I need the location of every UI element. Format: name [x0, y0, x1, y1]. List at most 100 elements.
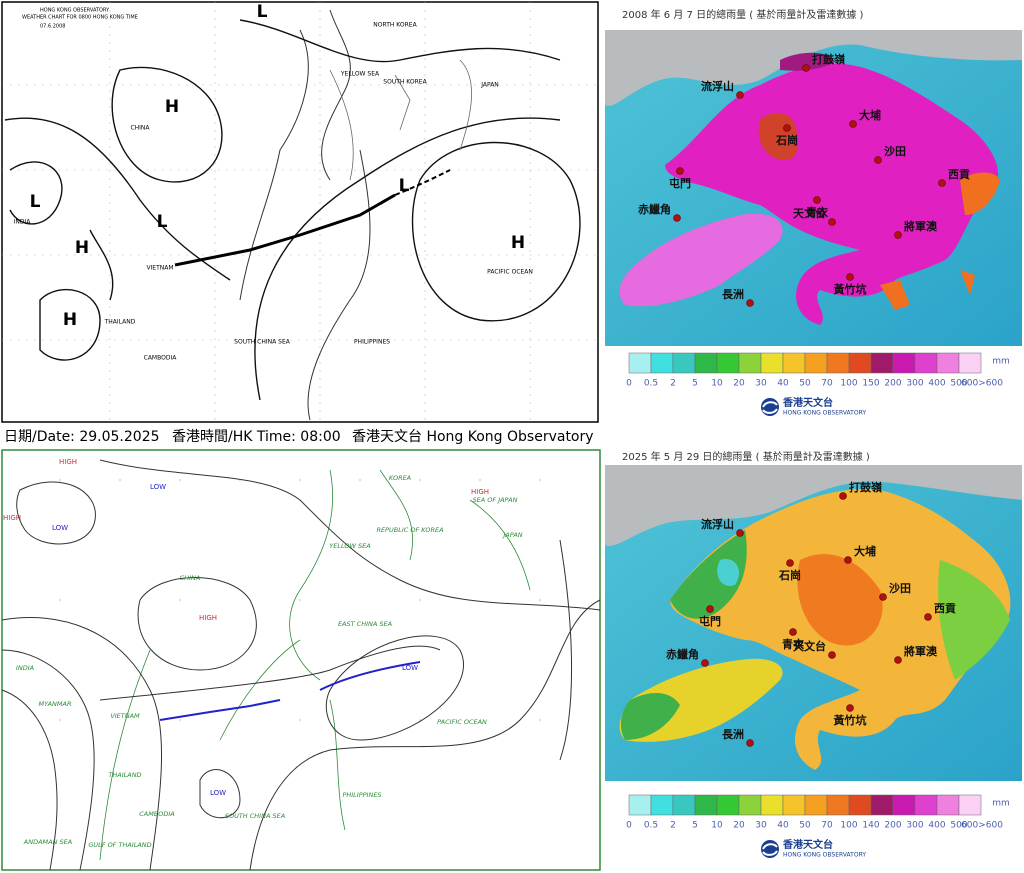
logo-swirl — [762, 401, 778, 414]
legend-label: 2 — [670, 379, 676, 389]
legend-label: 30 — [755, 821, 767, 831]
region-label: VIETNAM — [146, 265, 173, 272]
place-label: 長洲 — [722, 288, 744, 301]
legend-unit: mm — [992, 357, 1010, 367]
legend-swatch — [892, 352, 916, 374]
legend-swatch — [958, 352, 982, 374]
region-label: SEA OF JAPAN — [473, 496, 518, 504]
place-label: 沙田 — [884, 145, 906, 158]
legend-label: 300 — [906, 379, 923, 389]
legend-label: 5 — [692, 379, 698, 389]
place-label: 長洲 — [722, 728, 744, 741]
pressure-label: H — [63, 310, 77, 330]
logo-swirl — [762, 843, 778, 856]
high-label: HIGH — [199, 614, 217, 622]
legend-swatch — [826, 794, 850, 816]
place-dot — [746, 299, 754, 307]
legend-label: 70 — [821, 379, 833, 389]
chart-subheader: WEATHER CHART FOR 0800 HONG KONG TIME — [22, 15, 138, 21]
region-label: NORTH KOREA — [373, 22, 417, 29]
legend-label: 0 — [626, 379, 632, 389]
legend-swatch — [738, 352, 762, 374]
legend-label: 0 — [626, 821, 632, 831]
region-label: SOUTH KOREA — [383, 79, 427, 86]
legend-swatch — [826, 352, 850, 374]
legend-label: 10 — [711, 379, 723, 389]
legend-label: 600>600 — [961, 821, 1003, 831]
high-label: HIGH — [59, 458, 77, 466]
place-label: 將軍澳 — [904, 219, 938, 233]
legend-swatch — [760, 352, 784, 374]
legend-swatch — [628, 352, 652, 374]
region-label: YELLOW SEA — [340, 71, 380, 78]
place-dot — [849, 120, 857, 128]
region-label: YELLOW SEA — [329, 542, 370, 550]
legend-label: 600>600 — [961, 379, 1003, 389]
place-label: 大埔 — [854, 544, 876, 558]
region-label: SOUTH CHINA SEA — [234, 339, 291, 346]
place-label: 打鼓嶺 — [812, 52, 845, 66]
legend-swatch — [892, 794, 916, 816]
place-label: 青衣 — [806, 205, 829, 219]
place-label: 天文台 — [793, 206, 826, 220]
region-label: GULF OF THAILAND — [88, 841, 151, 849]
place-label: 天文台 — [793, 639, 826, 653]
region-label: ANDAMAN SEA — [23, 838, 72, 846]
legend-swatch — [804, 794, 828, 816]
place-dot — [786, 559, 794, 567]
place-dot — [813, 196, 821, 204]
legend-label: 300 — [906, 821, 923, 831]
place-dot — [828, 651, 836, 659]
rainfall-map-2008 — [605, 30, 1022, 346]
region-label: PACIFIC OCEAN — [487, 269, 533, 276]
place-dot — [789, 628, 797, 636]
chart-header: HONG KONG OBSERVATORY — [40, 8, 110, 14]
place-label: 赤鱲角 — [638, 202, 671, 216]
pressure-label: H — [165, 97, 179, 117]
logo-zh: 香港天文台 — [783, 838, 833, 851]
place-label: 打鼓嶺 — [849, 480, 882, 494]
legend-swatch — [738, 794, 762, 816]
region-label: KOREA — [389, 474, 411, 482]
place-dot — [879, 593, 887, 601]
region-label: MYANMAR — [39, 700, 72, 708]
legend-swatch — [650, 352, 674, 374]
place-dot — [736, 529, 744, 537]
legend-label: 150 — [862, 379, 879, 389]
legend-label: 40 — [777, 821, 789, 831]
place-dot — [874, 156, 882, 164]
legend-swatch — [716, 794, 740, 816]
pressure-label: H — [511, 233, 525, 253]
region-label: EAST CHINA SEA — [338, 620, 392, 628]
legend-swatch — [782, 794, 806, 816]
place-dot — [846, 273, 854, 281]
region-label: SOUTH CHINA SEA — [225, 812, 285, 820]
place-label: 西貢 — [948, 168, 970, 181]
logo-en: HONG KONG OBSERVATORY — [783, 852, 866, 859]
region-label: PHILIPPINES — [342, 791, 381, 799]
place-label: 黃竹坑 — [833, 713, 867, 727]
place-dot — [676, 167, 684, 175]
low-label: LOW — [52, 524, 68, 532]
place-dot — [844, 556, 852, 564]
place-dot — [746, 739, 754, 747]
place-label: 青衣 — [782, 637, 805, 651]
caption: 日期/Date: 29.05.2025 香港時間/HK Time: 08:00 … — [4, 429, 594, 445]
place-dot — [802, 64, 810, 72]
legend-label: 30 — [755, 379, 767, 389]
place-label: 屯門 — [699, 614, 721, 628]
legend-label: 500 — [950, 379, 967, 389]
logo-zh: 香港天文台 — [783, 396, 833, 409]
legend-label: 140 — [862, 821, 879, 831]
map-title: 2025 年 5 月 29 日的總雨量 ( 基於雨量計及雷達數據 ) — [622, 450, 870, 463]
region-label: JAPAN — [501, 531, 522, 539]
legend-label: 200 — [884, 821, 901, 831]
pressure-label: L — [257, 2, 268, 22]
place-dot — [736, 91, 744, 99]
place-dot — [701, 659, 709, 667]
place-dot — [828, 218, 836, 226]
legend-label: 20 — [733, 821, 745, 831]
place-dot — [846, 704, 854, 712]
legend-label: 50 — [799, 379, 811, 389]
